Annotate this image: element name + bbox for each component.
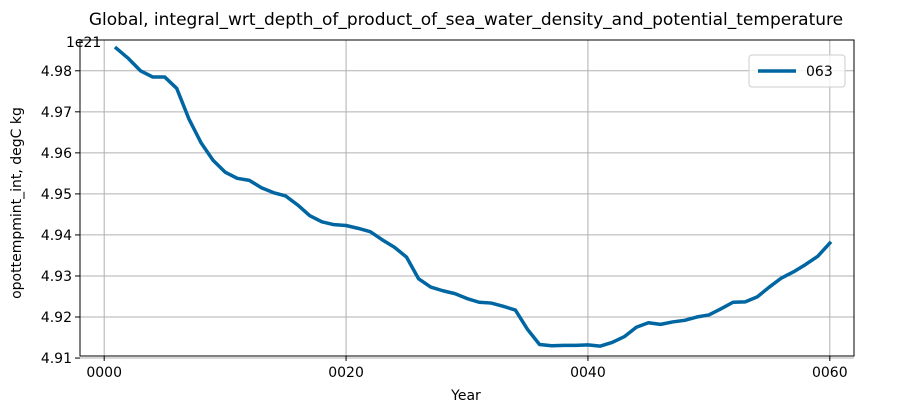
series-layer [113,45,833,348]
y-tick-label: 4.93 [41,269,72,285]
y-axis: 4.91 4.92 4.93 4.94 4.95 4.96 4.97 4.98 [41,64,80,367]
y-tick-label: 4.92 [41,310,72,326]
x-tick-label: 0020 [328,365,364,381]
y-tick-label: 4.91 [41,351,72,367]
plot-frame [79,39,855,357]
series-line-063 [113,45,833,348]
legend: 063 [748,54,846,88]
y-tick-label: 4.96 [41,146,72,162]
y-axis-label: opottempmint_int, degC kg [9,107,25,299]
plot-area [79,39,855,357]
y-tick-label: 4.94 [41,228,72,244]
grid [80,40,854,359]
y-tick-label: 4.95 [41,187,72,203]
y-offset-label: 1e21 [66,35,101,51]
chart-title: Global, integral_wrt_depth_of_product_of… [89,10,843,30]
x-tick-label: 0060 [812,365,848,381]
y-tick-label: 4.97 [41,105,72,121]
x-tick-label: 0000 [86,365,122,381]
legend-box [748,54,846,88]
x-tick-label: 0040 [570,365,606,381]
legend-label: 063 [806,64,833,80]
x-axis-label: Year [450,388,481,404]
y-tick-label: 4.98 [41,64,72,80]
x-axis: 0000 0020 0040 0060 [86,356,848,381]
